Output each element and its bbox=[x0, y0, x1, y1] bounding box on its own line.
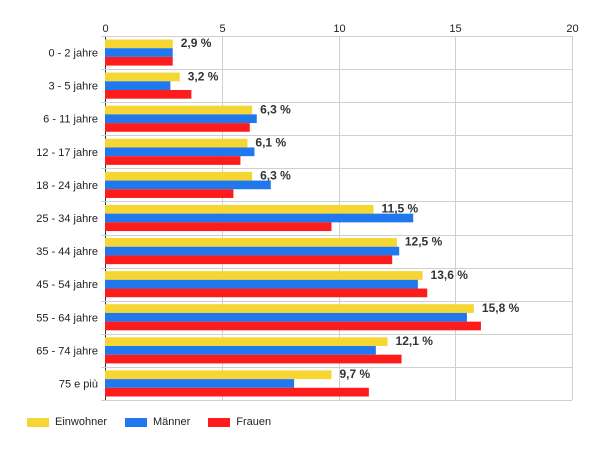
x-tick-label: 10 bbox=[333, 23, 345, 35]
bar bbox=[105, 337, 388, 347]
data-label: 2,9 % bbox=[181, 36, 212, 50]
bar bbox=[105, 346, 376, 355]
bar bbox=[105, 271, 423, 280]
data-label: 11,5 % bbox=[382, 202, 419, 216]
data-label: 9,7 % bbox=[339, 367, 370, 381]
bar bbox=[105, 204, 374, 214]
legend: Einwohner Männer Frauen bbox=[27, 416, 289, 428]
bar bbox=[105, 39, 173, 49]
y-tick-label: 75 e più bbox=[59, 378, 98, 390]
bar bbox=[105, 147, 255, 157]
bar bbox=[105, 213, 414, 223]
bar bbox=[105, 180, 271, 190]
y-tick-label: 0 - 2 jahre bbox=[48, 48, 98, 60]
data-label: 15,8 % bbox=[482, 301, 520, 315]
bars bbox=[105, 39, 481, 397]
y-tick-label: 12 - 17 jahre bbox=[36, 147, 98, 159]
bar bbox=[105, 72, 180, 82]
bar bbox=[105, 138, 248, 148]
data-labels: 2,9 % 3,2 % 6,3 % 6,1 % 6,3 % 11,5 % 12,5 % 13,… bbox=[181, 36, 520, 381]
x-tick-label: 5 bbox=[219, 23, 225, 35]
bar bbox=[105, 387, 369, 397]
bar bbox=[105, 48, 173, 57]
bar bbox=[105, 89, 192, 99]
bar bbox=[105, 279, 418, 289]
y-tick-label: 6 - 11 jahre bbox=[43, 114, 98, 126]
bar bbox=[105, 189, 234, 198]
bar bbox=[105, 246, 400, 256]
y-tick-label: 55 - 64 jahre bbox=[36, 312, 98, 324]
bar bbox=[105, 321, 481, 331]
bar bbox=[105, 238, 397, 247]
bar bbox=[105, 56, 173, 66]
bar bbox=[105, 312, 467, 322]
bar bbox=[105, 354, 402, 364]
bar bbox=[105, 105, 253, 115]
bar bbox=[105, 171, 253, 181]
legend-swatch-maenner bbox=[124, 417, 147, 427]
legend-label-einwohner: Einwohner bbox=[55, 416, 107, 428]
y-tick-label: 3 - 5 jahre bbox=[48, 81, 98, 93]
bar bbox=[105, 379, 295, 388]
grid-layer bbox=[101, 36, 573, 401]
bar bbox=[105, 304, 474, 313]
y-tick-label: 45 - 54 jahre bbox=[36, 279, 98, 291]
bar bbox=[105, 370, 332, 380]
data-label: 13,6 % bbox=[431, 268, 469, 282]
data-label: 12,5 % bbox=[405, 235, 443, 249]
bar bbox=[105, 288, 428, 298]
data-label: 6,1 % bbox=[255, 135, 286, 149]
y-tick-label: 18 - 24 jahre bbox=[36, 180, 98, 192]
legend-swatch-einwohner bbox=[27, 417, 49, 427]
data-label: 6,3 % bbox=[260, 102, 291, 116]
data-label: 3,2 % bbox=[188, 69, 219, 83]
bar bbox=[105, 156, 241, 165]
legend-item-frauen: Frauen bbox=[208, 416, 271, 428]
bar bbox=[105, 222, 332, 232]
x-axis-ticks: 0 5 10 15 20 bbox=[102, 23, 578, 35]
y-tick-label: 25 - 34 jahre bbox=[36, 213, 98, 225]
y-tick-label: 65 - 74 jahre bbox=[36, 345, 98, 357]
legend-item-maenner: Männer bbox=[124, 416, 191, 428]
legend-swatch-frauen bbox=[208, 417, 231, 427]
y-axis-ticks: 0 - 2 jahre 3 - 5 jahre 6 - 11 jahre 12 - 1… bbox=[36, 48, 98, 391]
legend-label-frauen: Frauen bbox=[236, 416, 272, 428]
bar bbox=[105, 114, 257, 124]
x-tick-label: 20 bbox=[566, 23, 578, 35]
legend-item-einwohner: Einwohner bbox=[27, 416, 107, 428]
x-tick-label: 15 bbox=[449, 23, 461, 35]
legend-label-maenner: Männer bbox=[152, 416, 191, 428]
data-label: 6,3 % bbox=[260, 169, 291, 183]
y-tick-label: 35 - 44 jahre bbox=[36, 246, 98, 258]
data-label: 12,1 % bbox=[396, 334, 434, 348]
bar bbox=[105, 255, 393, 265]
x-tick-label: 0 bbox=[102, 23, 108, 35]
bar bbox=[105, 123, 250, 132]
bar bbox=[105, 81, 171, 90]
